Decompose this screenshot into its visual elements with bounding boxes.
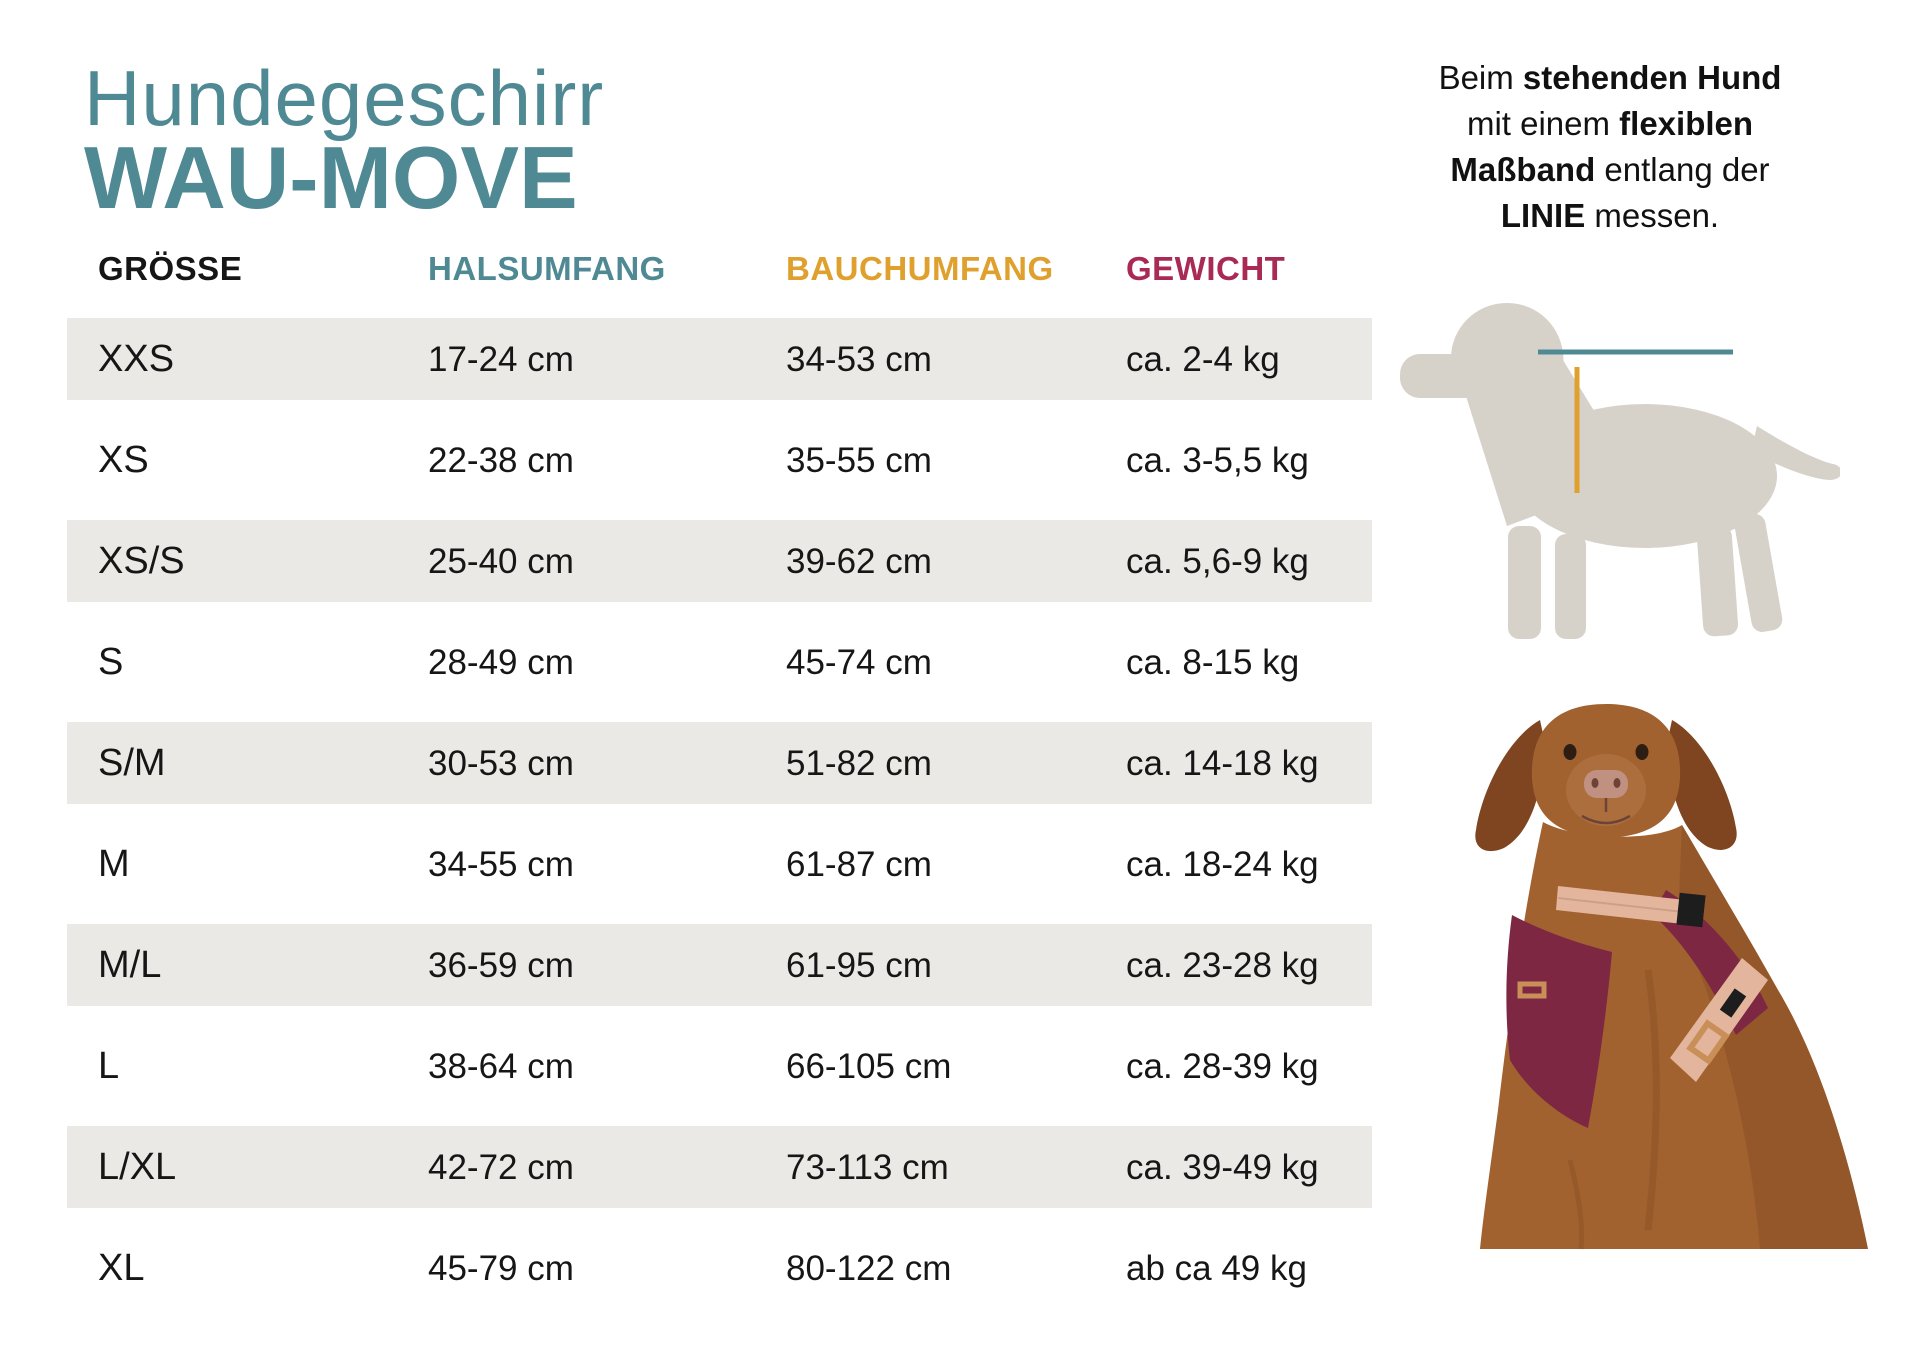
- col-header-size: GRÖSSE: [98, 250, 243, 287]
- neck-cell: 42-72 cm: [428, 1147, 574, 1187]
- chest-cell: 51-82 cm: [786, 743, 932, 783]
- dog-photo: [1475, 704, 1868, 1250]
- table-row: L/XL 42-72 cm 73-113 cm ca. 39-49 kg: [67, 1117, 1372, 1218]
- table-row: XXS 17-24 cm 34-53 cm ca. 2-4 kg: [67, 309, 1372, 410]
- table-header-row: GRÖSSE HALSUMFANG BAUCHUMFANG GEWICHT: [67, 250, 1372, 309]
- size-cell: XXS: [98, 338, 175, 380]
- size-cell: L: [98, 1045, 120, 1087]
- size-cell: M/L: [98, 944, 162, 986]
- chest-cell: 45-74 cm: [786, 642, 932, 682]
- weight-cell: ca. 3-5,5 kg: [1126, 440, 1309, 480]
- table-row: S 28-49 cm 45-74 cm ca. 8-15 kg: [67, 612, 1372, 713]
- table-body: XXS 17-24 cm 34-53 cm ca. 2-4 kg XS 22-38 cm 3…: [67, 309, 1372, 1319]
- weight-cell: ca. 2-4 kg: [1126, 339, 1280, 379]
- chest-cell: 61-95 cm: [786, 945, 932, 985]
- table-row: XS 22-38 cm 35-55 cm ca. 3-5,5 kg: [67, 410, 1372, 511]
- chest-cell: 61-87 cm: [786, 844, 932, 884]
- size-cell: XL: [98, 1247, 145, 1289]
- size-cell: S/M: [98, 742, 166, 784]
- weight-cell: ca. 28-39 kg: [1126, 1046, 1319, 1086]
- dog-silhouette: [1400, 303, 1840, 639]
- size-cell: L/XL: [98, 1146, 177, 1188]
- weight-cell: ab ca 49 kg: [1126, 1248, 1307, 1288]
- weight-cell: ca. 23-28 kg: [1126, 945, 1319, 985]
- col-header-neck: HALSUMFANG: [428, 250, 666, 287]
- neck-cell: 28-49 cm: [428, 642, 574, 682]
- weight-cell: ca. 8-15 kg: [1126, 642, 1300, 682]
- chest-cell: 35-55 cm: [786, 440, 932, 480]
- weight-cell: ca. 39-49 kg: [1126, 1147, 1319, 1187]
- measuring-instructions: Beim stehenden Hund mit einem flexiblen …: [1438, 59, 1782, 234]
- table-row: M 34-55 cm 61-87 cm ca. 18-24 kg: [67, 814, 1372, 915]
- dog-measure-diagram: [1400, 303, 1840, 639]
- chest-cell: 39-62 cm: [786, 541, 932, 581]
- chest-cell: 80-122 cm: [786, 1248, 952, 1288]
- neck-cell: 25-40 cm: [428, 541, 574, 581]
- table-row: M/L 36-59 cm 61-95 cm ca. 23-28 kg: [67, 915, 1372, 1016]
- table-row: XS/S 25-40 cm 39-62 cm ca. 5,6-9 kg: [67, 511, 1372, 612]
- neck-cell: 38-64 cm: [428, 1046, 574, 1086]
- neck-cell: 34-55 cm: [428, 844, 574, 884]
- weight-cell: ca. 18-24 kg: [1126, 844, 1319, 884]
- product-name: WAU-MOVE: [84, 128, 578, 227]
- table-row: S/M 30-53 cm 51-82 cm ca. 14-18 kg: [67, 713, 1372, 814]
- neck-cell: 45-79 cm: [428, 1248, 574, 1288]
- weight-cell: ca. 5,6-9 kg: [1126, 541, 1309, 581]
- size-cell: XS/S: [98, 540, 185, 582]
- col-header-chest: BAUCHUMFANG: [786, 250, 1054, 287]
- page-title: Hundegeschirr WAU-MOVE: [84, 54, 605, 227]
- neck-cell: 36-59 cm: [428, 945, 574, 985]
- table-row: L 38-64 cm 66-105 cm ca. 28-39 kg: [67, 1016, 1372, 1117]
- chest-cell: 34-53 cm: [786, 339, 932, 379]
- product-category: Hundegeschirr: [84, 54, 605, 142]
- table-row: XL 45-79 cm 80-122 cm ab ca 49 kg: [67, 1218, 1372, 1319]
- chest-cell: 73-113 cm: [786, 1147, 949, 1187]
- size-cell: M: [98, 843, 130, 885]
- size-cell: S: [98, 641, 124, 683]
- size-table: GRÖSSE HALSUMFANG BAUCHUMFANG GEWICHT XX…: [67, 250, 1372, 1319]
- neck-cell: 22-38 cm: [428, 440, 574, 480]
- weight-cell: ca. 14-18 kg: [1126, 743, 1319, 783]
- col-header-weight: GEWICHT: [1126, 250, 1286, 287]
- neck-cell: 17-24 cm: [428, 339, 574, 379]
- chest-cell: 66-105 cm: [786, 1046, 952, 1086]
- neck-cell: 30-53 cm: [428, 743, 574, 783]
- size-cell: XS: [98, 439, 149, 481]
